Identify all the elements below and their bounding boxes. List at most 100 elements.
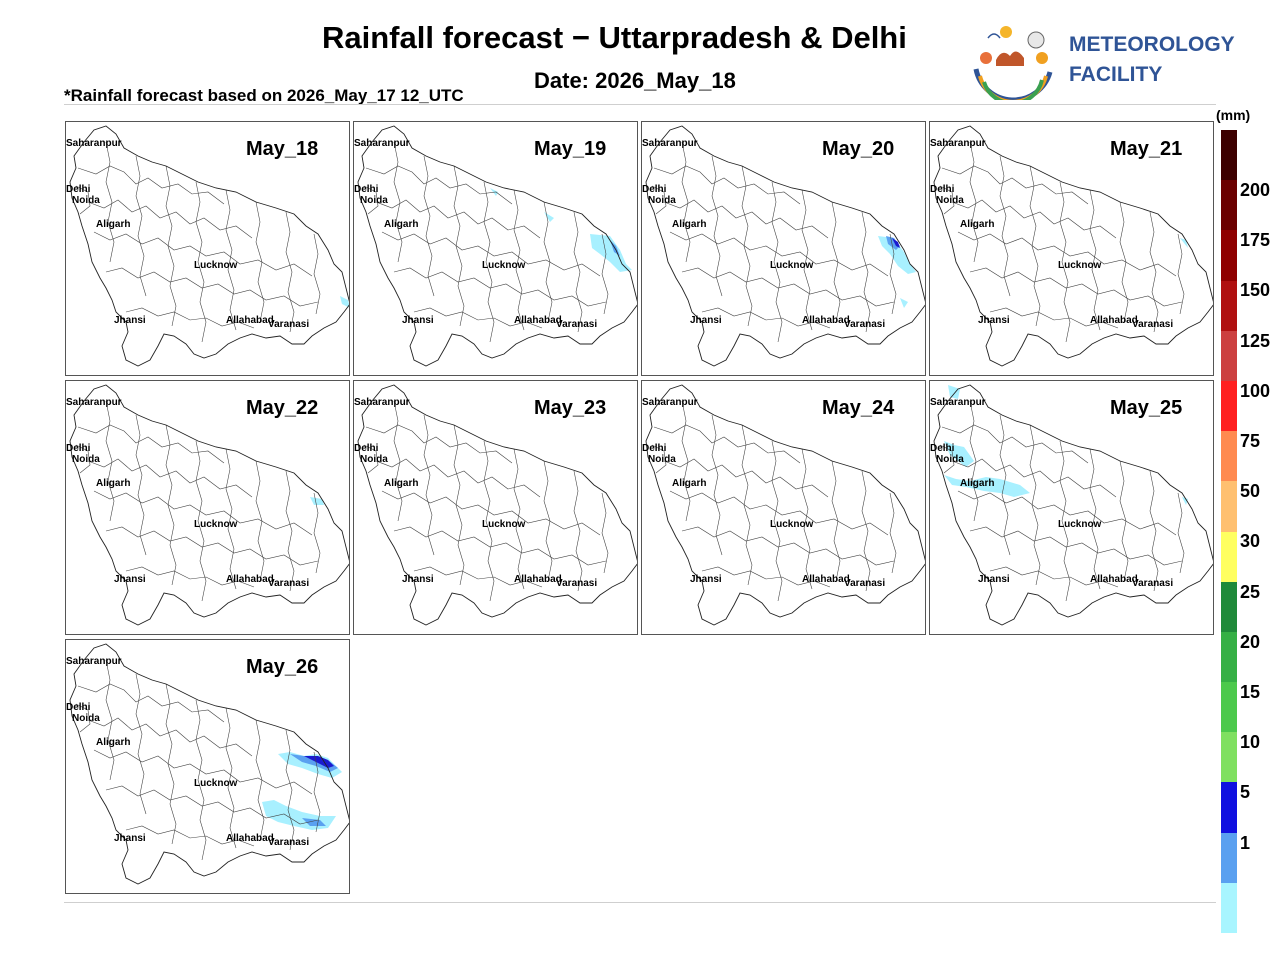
city-label-varanasi: Varanasi	[844, 319, 886, 330]
city-label-jhansi: Jhansi	[690, 574, 722, 585]
forecast-map-panel: May_21 Saharanpur Delhi Noida Aligarh Lucknow…	[929, 121, 1214, 376]
legend-swatch	[1221, 180, 1237, 231]
district-boundary	[681, 267, 895, 307]
state-boundary	[69, 125, 349, 367]
district-boundary	[651, 444, 667, 474]
city-label-allahabad: Allahabad	[514, 315, 562, 326]
city-label-noida: Noida	[360, 195, 388, 206]
city-label-jhansi: Jhansi	[978, 574, 1010, 585]
legend-swatch	[1221, 882, 1237, 933]
city-label-varanasi: Varanasi	[1132, 578, 1174, 589]
panel-date-label: May_20	[822, 138, 895, 160]
district-boundary	[363, 444, 379, 474]
forecast-map-panel: May_18 Saharanpur Delhi Noida Aligarh Lucknow…	[65, 121, 350, 376]
panel-date-label: May_22	[246, 397, 319, 419]
district-boundary	[951, 199, 1117, 239]
district-boundary	[1059, 440, 1071, 602]
city-label-saharanpur: Saharanpur	[66, 397, 122, 408]
district-boundary	[135, 414, 147, 556]
district-boundary	[393, 141, 403, 263]
city-label-aligarh: Aligarh	[96, 478, 131, 489]
city-label-jhansi: Jhansi	[114, 833, 146, 844]
state-boundary	[357, 125, 637, 367]
district-boundary	[87, 717, 253, 757]
state-map	[645, 384, 925, 626]
district-boundary	[941, 165, 1089, 205]
city-label-varanasi: Varanasi	[268, 837, 310, 848]
district-boundary	[165, 165, 177, 327]
city-label-allahabad: Allahabad	[226, 574, 274, 585]
district-boundary	[75, 185, 91, 215]
city-label-aligarh: Aligarh	[672, 478, 707, 489]
district-boundary	[711, 155, 723, 297]
district-boundary	[513, 448, 525, 590]
district-boundary	[957, 231, 1177, 277]
district-boundary	[225, 448, 237, 590]
city-label-aligarh: Aligarh	[96, 737, 131, 748]
district-boundary	[105, 267, 319, 307]
state-map	[69, 384, 349, 626]
state-map	[357, 125, 637, 367]
district-boundary	[889, 492, 897, 574]
district-boundary	[861, 470, 871, 592]
city-label-lucknow: Lucknow	[1058, 260, 1102, 271]
district-boundary	[87, 458, 253, 498]
rainfall-area	[892, 238, 900, 248]
legend-tick-label: 50	[1240, 481, 1261, 502]
district-boundary	[195, 699, 207, 861]
district-boundary	[375, 458, 541, 498]
legend-swatch	[1221, 732, 1237, 783]
legend-tick-label: 5	[1240, 782, 1251, 803]
district-boundary	[941, 424, 1089, 464]
district-boundary	[771, 181, 783, 343]
state-map	[69, 125, 349, 367]
forecast-map-panel: May_19 Saharanpur Delhi Noida Aligarh Lucknow…	[353, 121, 638, 376]
district-boundary	[105, 526, 319, 566]
district-boundary	[651, 185, 667, 215]
city-label-saharanpur: Saharanpur	[354, 138, 410, 149]
district-boundary	[653, 165, 801, 205]
district-boundary	[831, 201, 841, 323]
city-label-allahabad: Allahabad	[226, 833, 274, 844]
panel-date-label: May_23	[534, 397, 607, 419]
rainfall-area	[590, 234, 632, 272]
city-label-jhansi: Jhansi	[978, 315, 1010, 326]
legend-swatch	[1221, 581, 1237, 632]
city-label-saharanpur: Saharanpur	[642, 138, 698, 149]
city-label-noida: Noida	[648, 454, 676, 465]
legend-swatch	[1221, 531, 1237, 582]
city-label-delhi: Delhi	[930, 443, 955, 454]
district-boundary	[255, 201, 265, 323]
legend-tick-label: 75	[1240, 431, 1261, 451]
district-boundary	[939, 185, 955, 215]
district-boundary	[951, 458, 1117, 498]
city-label-saharanpur: Saharanpur	[930, 138, 986, 149]
org-line-1: METEOROLOGY	[1069, 33, 1235, 56]
organization-name: METEOROLOGY FACILITY	[1069, 30, 1235, 90]
city-label-aligarh: Aligarh	[96, 219, 131, 230]
district-boundary	[93, 490, 313, 536]
state-boundary	[69, 643, 349, 885]
district-boundary	[701, 566, 831, 588]
district-boundary	[165, 683, 177, 845]
district-boundary	[363, 185, 379, 215]
city-label-saharanpur: Saharanpur	[66, 656, 122, 667]
district-boundary	[413, 307, 543, 329]
city-label-aligarh: Aligarh	[384, 478, 419, 489]
city-label-varanasi: Varanasi	[268, 319, 310, 330]
district-boundary	[285, 729, 295, 851]
legend-tick-label: 100	[1240, 380, 1271, 401]
district-boundary	[1089, 448, 1101, 590]
rainfall-area	[948, 385, 960, 399]
state-boundary	[357, 384, 637, 626]
state-map	[645, 125, 925, 367]
bottom-divider	[64, 902, 1216, 903]
district-boundary	[669, 490, 889, 536]
city-label-lucknow: Lucknow	[194, 260, 238, 271]
rainfall-area	[944, 441, 974, 467]
district-boundary	[313, 492, 321, 574]
district-boundary	[105, 400, 115, 522]
forecast-date: Date: 2026_May_18	[534, 68, 736, 93]
district-boundary	[393, 400, 403, 522]
district-boundary	[861, 211, 871, 333]
